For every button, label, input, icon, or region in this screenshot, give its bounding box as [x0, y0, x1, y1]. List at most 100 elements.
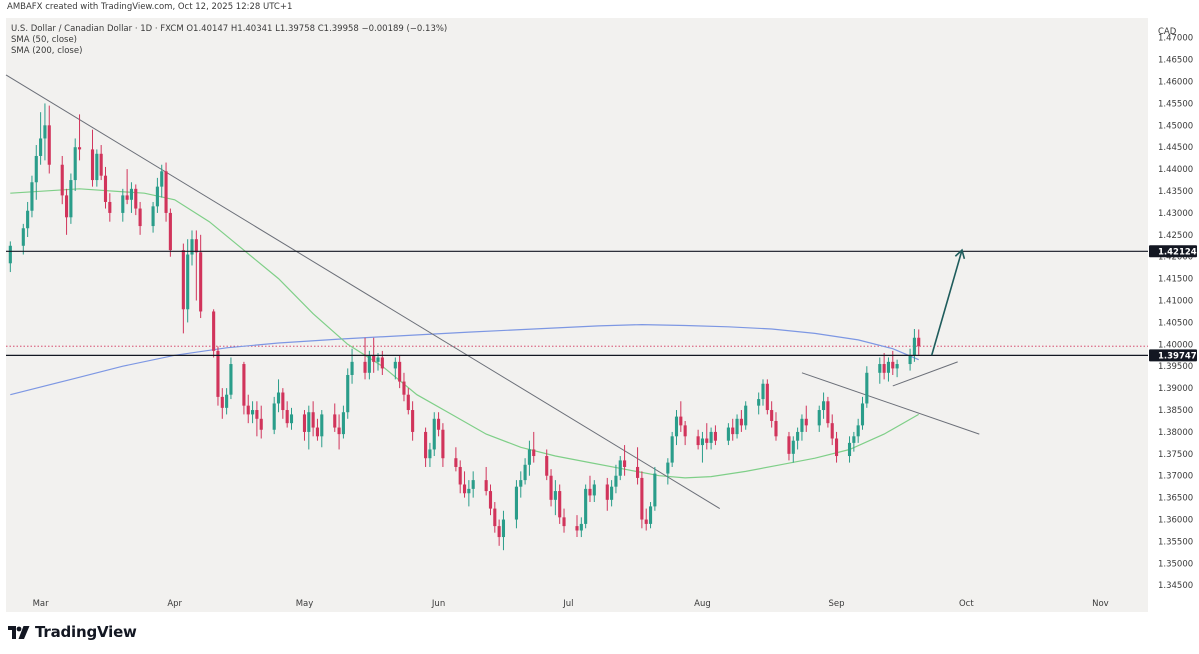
candle-down	[65, 188, 69, 235]
y-tick-label: 1.39000	[1158, 384, 1193, 394]
candle-body	[787, 436, 791, 454]
candle-body	[398, 361, 402, 382]
candle-body	[60, 164, 64, 196]
candle-down	[402, 372, 406, 402]
candle-down	[549, 469, 553, 507]
y-tick-label: 1.41000	[1158, 297, 1193, 307]
candle-down	[488, 484, 493, 516]
candle-body	[285, 410, 289, 424]
candle-up	[350, 348, 354, 384]
candle-up	[8, 241, 12, 273]
candle-down	[406, 388, 410, 415]
candle-down	[497, 519, 501, 546]
candle-up	[553, 480, 557, 516]
candle-up	[190, 230, 194, 266]
candle-down	[194, 230, 198, 301]
candle-body	[527, 449, 531, 465]
candle-up	[908, 348, 912, 371]
candle-body	[259, 418, 263, 430]
candle-up	[43, 103, 47, 161]
candle-down	[134, 184, 138, 216]
level-tag-resistance	[1149, 245, 1197, 258]
candle-up	[225, 388, 229, 415]
candle-body	[770, 410, 774, 421]
candle-down	[731, 418, 735, 441]
candle-body	[545, 456, 549, 476]
candle-down	[437, 412, 441, 437]
projection-arrow-head	[954, 248, 966, 260]
candle-body	[882, 364, 886, 373]
candle-body	[367, 355, 371, 373]
candle-body	[488, 491, 493, 509]
symbol-ohlc-line[interactable]: U.S. Dollar / Canadian Dollar · 1D · FXC…	[11, 24, 448, 34]
candle-up	[471, 471, 475, 498]
candle-up	[73, 138, 77, 192]
candle-body	[411, 410, 415, 432]
sma200-legend[interactable]: SMA (200, close)	[11, 46, 83, 56]
level-tag-support	[1149, 349, 1197, 362]
candle-body	[302, 414, 307, 432]
y-tick-label: 1.34500	[1158, 581, 1193, 591]
candle-down	[333, 403, 337, 432]
x-tick-label: Apr	[167, 599, 182, 609]
candle-up	[69, 173, 73, 224]
candle-body	[30, 182, 34, 211]
candle-body	[666, 462, 670, 474]
candle-body	[134, 188, 138, 209]
candle-body	[579, 523, 583, 531]
candle-up	[878, 357, 882, 384]
candle-down	[411, 401, 415, 441]
candle-down	[199, 234, 203, 319]
candle-body	[497, 526, 501, 538]
candle-body	[246, 405, 250, 415]
candle-body	[679, 416, 683, 426]
candle-body	[822, 401, 826, 411]
candle-down	[826, 396, 830, 428]
candle-body	[484, 480, 488, 492]
candle-up	[307, 405, 311, 450]
candle-body	[912, 337, 916, 356]
candle-down	[242, 361, 246, 415]
candle-up	[744, 401, 748, 430]
candle-body	[428, 449, 432, 459]
candle-up	[527, 440, 531, 476]
candle-down	[696, 429, 700, 450]
candle-down	[302, 410, 307, 441]
candle-body	[696, 436, 700, 446]
candle-body	[553, 491, 557, 500]
candle-down	[588, 475, 592, 503]
y-tick-label: 1.44000	[1158, 165, 1193, 175]
candle-body	[458, 466, 462, 485]
candle-up	[653, 466, 657, 511]
candle-down	[363, 337, 367, 380]
candle-body	[77, 147, 82, 150]
y-tick-label: 1.43000	[1158, 209, 1193, 219]
candle-down	[787, 431, 791, 461]
candle-body	[194, 239, 198, 253]
candle-body	[670, 436, 674, 463]
candle-body	[493, 508, 497, 527]
candle-up	[276, 379, 281, 413]
x-tick-label: Oct	[959, 599, 974, 609]
sma50-legend[interactable]: SMA (50, close)	[11, 35, 77, 45]
candle-body	[333, 414, 337, 428]
candle-down	[125, 169, 129, 205]
candle-body	[69, 180, 73, 218]
candle-body	[95, 153, 99, 181]
candle-down	[705, 423, 709, 450]
candle-down	[398, 355, 402, 389]
y-tick-label: 1.46500	[1158, 56, 1193, 66]
x-tick-label: May	[296, 599, 314, 609]
candle-up	[735, 414, 739, 439]
candle-down	[454, 447, 458, 472]
candle-up	[796, 427, 800, 450]
candle-body	[129, 188, 134, 200]
candle-body	[432, 418, 436, 450]
candle-body	[735, 418, 739, 435]
candle-down	[917, 329, 921, 355]
candle-up	[700, 431, 705, 463]
candle-body	[311, 412, 315, 428]
candle-down	[181, 243, 185, 334]
y-tick-label: 1.47000	[1158, 34, 1193, 44]
candle-up	[272, 396, 276, 435]
